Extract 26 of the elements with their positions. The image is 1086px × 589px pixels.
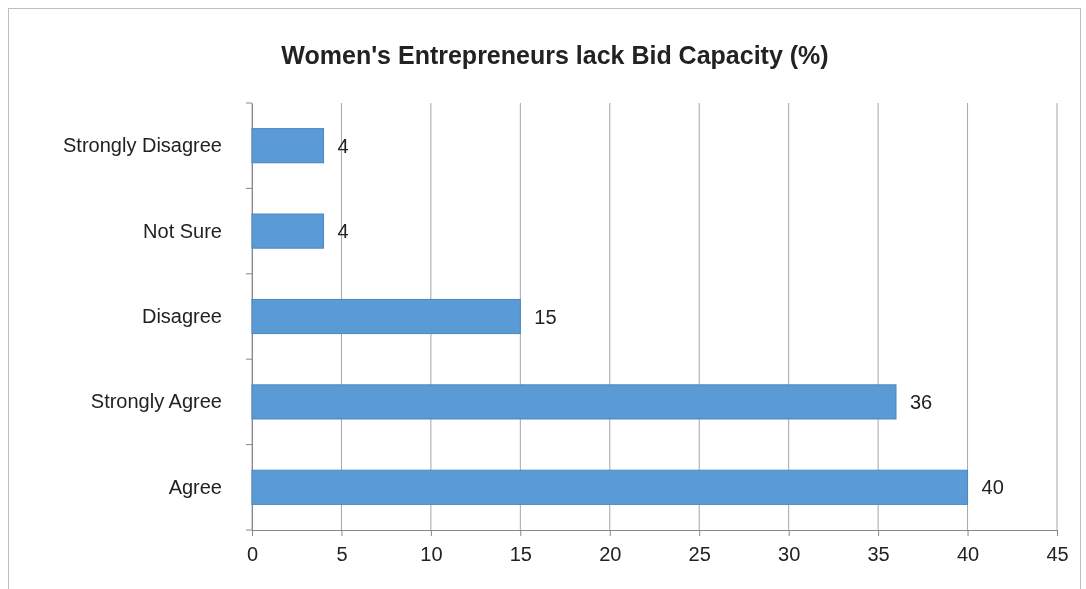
x-tick-label: 20 bbox=[599, 543, 622, 565]
x-tick-label: 5 bbox=[336, 543, 348, 565]
y-tick-label: Agree bbox=[168, 475, 222, 498]
x-tick-label: 35 bbox=[867, 543, 890, 565]
data-label: 36 bbox=[910, 390, 933, 413]
x-tick-label: 25 bbox=[688, 543, 711, 565]
bar bbox=[251, 384, 897, 420]
bar bbox=[251, 298, 521, 335]
y-tick-label: Not Sure bbox=[143, 219, 222, 242]
y-tick-label: Strongly Agree bbox=[90, 390, 222, 413]
bar bbox=[251, 213, 325, 249]
x-tick-label: 0 bbox=[246, 543, 259, 565]
data-label: 4 bbox=[337, 220, 349, 243]
x-tick-label: 15 bbox=[509, 543, 532, 565]
x-tick-label: 40 bbox=[956, 543, 980, 565]
data-label: 4 bbox=[337, 134, 349, 157]
chart-title: Women's Entrepreneurs lack Bid Capacity (%) bbox=[281, 41, 829, 69]
bar bbox=[251, 469, 969, 505]
y-tick-label: Strongly Disagree bbox=[63, 134, 222, 157]
x-tick-label: 10 bbox=[420, 543, 443, 565]
x-tick-label: 45 bbox=[1046, 543, 1069, 565]
y-tick-label: Disagree bbox=[141, 304, 222, 327]
x-tick-label: 30 bbox=[778, 543, 801, 565]
bar bbox=[251, 128, 325, 164]
data-label: 15 bbox=[534, 305, 557, 328]
data-label: 40 bbox=[981, 476, 1004, 499]
